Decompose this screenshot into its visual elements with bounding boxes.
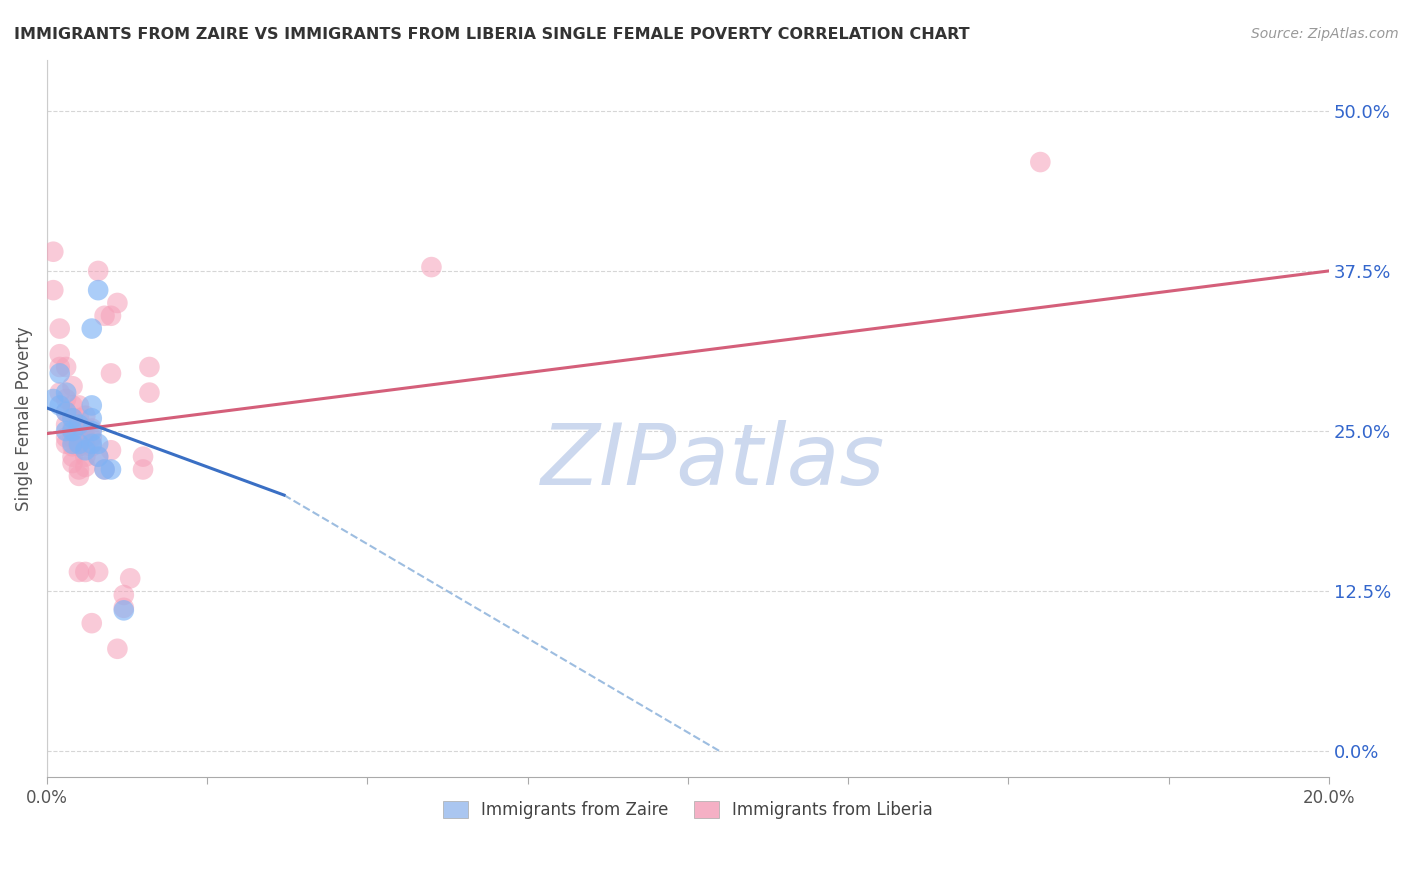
- Point: [55, 417, 77, 432]
- Point: [75, 409, 97, 423]
- Point: [420, 260, 443, 274]
- Point: [42, 283, 65, 297]
- Point: [93, 462, 115, 476]
- Point: [62, 456, 84, 470]
- Point: [80, 411, 103, 425]
- Point: [100, 309, 122, 323]
- Point: [80, 616, 103, 631]
- Point: [67, 468, 90, 483]
- Point: [80, 439, 103, 453]
- Point: [80, 437, 103, 451]
- Point: [55, 430, 77, 444]
- Point: [67, 462, 90, 476]
- Point: [62, 450, 84, 464]
- Text: ZIPatlas: ZIPatlas: [541, 420, 886, 503]
- Point: [62, 411, 84, 425]
- Point: [48, 359, 70, 374]
- Point: [48, 385, 70, 400]
- Point: [80, 424, 103, 438]
- Point: [62, 379, 84, 393]
- Point: [67, 437, 90, 451]
- Point: [62, 439, 84, 453]
- Point: [48, 347, 70, 361]
- Point: [48, 321, 70, 335]
- Point: [75, 443, 97, 458]
- Point: [62, 421, 84, 435]
- Point: [75, 459, 97, 474]
- Point: [67, 439, 90, 453]
- Point: [87, 264, 110, 278]
- Point: [62, 437, 84, 451]
- Point: [55, 424, 77, 438]
- Point: [87, 283, 110, 297]
- Point: [100, 462, 122, 476]
- Point: [67, 430, 90, 444]
- Text: IMMIGRANTS FROM ZAIRE VS IMMIGRANTS FROM LIBERIA SINGLE FEMALE POVERTY CORRELATI: IMMIGRANTS FROM ZAIRE VS IMMIGRANTS FROM…: [14, 27, 970, 42]
- Point: [80, 430, 103, 444]
- Point: [80, 421, 103, 435]
- Point: [80, 399, 103, 413]
- Point: [62, 411, 84, 425]
- Point: [105, 296, 128, 310]
- Point: [100, 443, 122, 458]
- Point: [100, 367, 122, 381]
- Point: [112, 600, 135, 615]
- Point: [55, 392, 77, 406]
- Point: [87, 450, 110, 464]
- Point: [42, 392, 65, 406]
- Point: [93, 309, 115, 323]
- Point: [67, 417, 90, 432]
- Point: [93, 462, 115, 476]
- Point: [42, 244, 65, 259]
- Point: [67, 399, 90, 413]
- Point: [55, 385, 77, 400]
- Point: [48, 367, 70, 381]
- Point: [62, 424, 84, 438]
- Text: Source: ZipAtlas.com: Source: ZipAtlas.com: [1251, 27, 1399, 41]
- Y-axis label: Single Female Poverty: Single Female Poverty: [15, 326, 32, 510]
- Point: [138, 359, 160, 374]
- Point: [62, 399, 84, 413]
- Point: [75, 439, 97, 453]
- Point: [75, 421, 97, 435]
- Point: [87, 565, 110, 579]
- Point: [55, 437, 77, 451]
- Point: [75, 450, 97, 464]
- Point: [55, 359, 77, 374]
- Point: [48, 399, 70, 413]
- Point: [138, 385, 160, 400]
- Legend: Immigrants from Zaire, Immigrants from Liberia: Immigrants from Zaire, Immigrants from L…: [436, 795, 939, 826]
- Point: [132, 450, 155, 464]
- Point: [67, 565, 90, 579]
- Point: [132, 462, 155, 476]
- Point: [105, 641, 128, 656]
- Point: [80, 321, 103, 335]
- Point: [62, 430, 84, 444]
- Point: [1029, 155, 1052, 169]
- Point: [75, 430, 97, 444]
- Point: [87, 437, 110, 451]
- Point: [55, 405, 77, 419]
- Point: [75, 565, 97, 579]
- Point: [67, 421, 90, 435]
- Point: [120, 571, 142, 585]
- Point: [112, 603, 135, 617]
- Point: [112, 588, 135, 602]
- Point: [87, 450, 110, 464]
- Point: [67, 411, 90, 425]
- Point: [55, 405, 77, 419]
